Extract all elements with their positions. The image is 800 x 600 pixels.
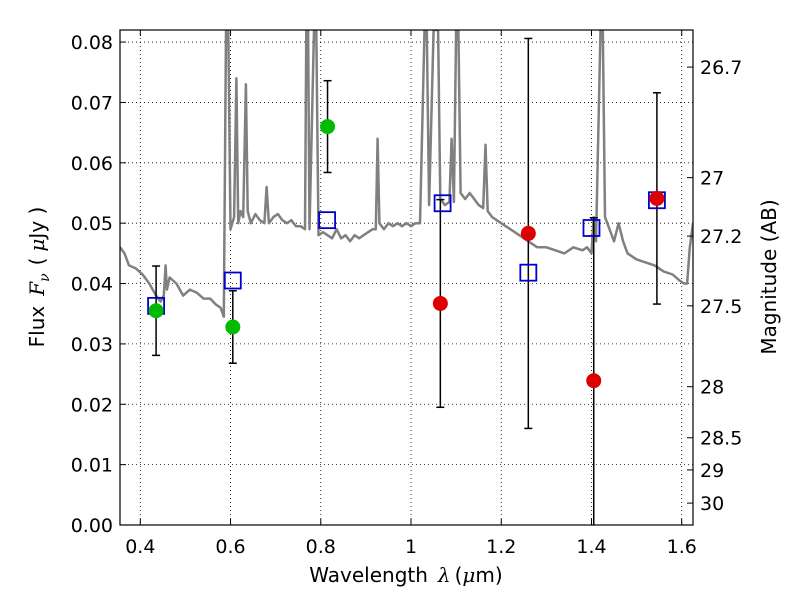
grid bbox=[120, 30, 693, 526]
y2-tick-label: 30 bbox=[700, 493, 724, 515]
detection-point bbox=[320, 119, 336, 135]
x-tick-label: 0.4 bbox=[125, 536, 155, 558]
x-tick-label: 1 bbox=[405, 536, 417, 558]
x-tick-label: 1.2 bbox=[486, 536, 516, 558]
nondetection-point bbox=[649, 190, 665, 206]
x-tick-label: 0.8 bbox=[306, 536, 336, 558]
y-tick-label: 0.03 bbox=[71, 334, 113, 356]
y2-tick-label: 28 bbox=[700, 377, 724, 399]
y-tick-label: 0.06 bbox=[71, 153, 113, 175]
y2-tick-label: 27.5 bbox=[700, 296, 742, 318]
x-axis-label: Wavelength λ (μm) bbox=[309, 563, 502, 587]
y2-axis-label: Magnitude (AB) bbox=[757, 199, 781, 354]
y-tick-label: 0.01 bbox=[71, 455, 113, 477]
nondetection-point bbox=[586, 373, 602, 389]
x-tick-label: 1.6 bbox=[667, 536, 697, 558]
y-tick-label: 0.08 bbox=[71, 32, 113, 54]
model-photometry-square bbox=[223, 271, 242, 290]
model-photometry-square bbox=[318, 211, 336, 230]
plot-area bbox=[120, 30, 693, 525]
model-photometry-square bbox=[582, 219, 601, 237]
detection-point bbox=[225, 319, 241, 335]
y2-tick-label: 27 bbox=[700, 168, 724, 190]
ticks: 0.4 0.6 0.8 1 1.2 1.4 1.6 0.00 0.01 0.02 0.03 0.04 0… bbox=[71, 30, 742, 558]
nondetection-point bbox=[432, 295, 448, 311]
spectrum-line bbox=[120, 30, 693, 318]
axes-frame bbox=[119, 29, 694, 526]
y2-tick-label: 27.2 bbox=[700, 226, 742, 248]
y-tick-label: 0.07 bbox=[71, 92, 113, 114]
y-axis-label: FluxFν(μJy ) bbox=[25, 207, 53, 348]
y-tick-label: 0.02 bbox=[71, 394, 113, 416]
y-tick-label: 0.05 bbox=[71, 213, 113, 235]
y2-tick-label: 26.7 bbox=[700, 57, 742, 79]
y-tick-label: 0.04 bbox=[71, 274, 113, 296]
y2-tick-label: 28.5 bbox=[700, 428, 742, 450]
nondetection-point bbox=[520, 225, 536, 241]
x-tick-label: 1.4 bbox=[576, 536, 606, 558]
y-tick-label: 0.00 bbox=[71, 515, 113, 537]
model-photometry-square bbox=[519, 263, 538, 282]
x-tick-label: 0.6 bbox=[215, 536, 245, 558]
y2-tick-label: 29 bbox=[700, 460, 724, 482]
detection-point bbox=[148, 303, 164, 319]
model-photometry-square bbox=[433, 194, 452, 213]
